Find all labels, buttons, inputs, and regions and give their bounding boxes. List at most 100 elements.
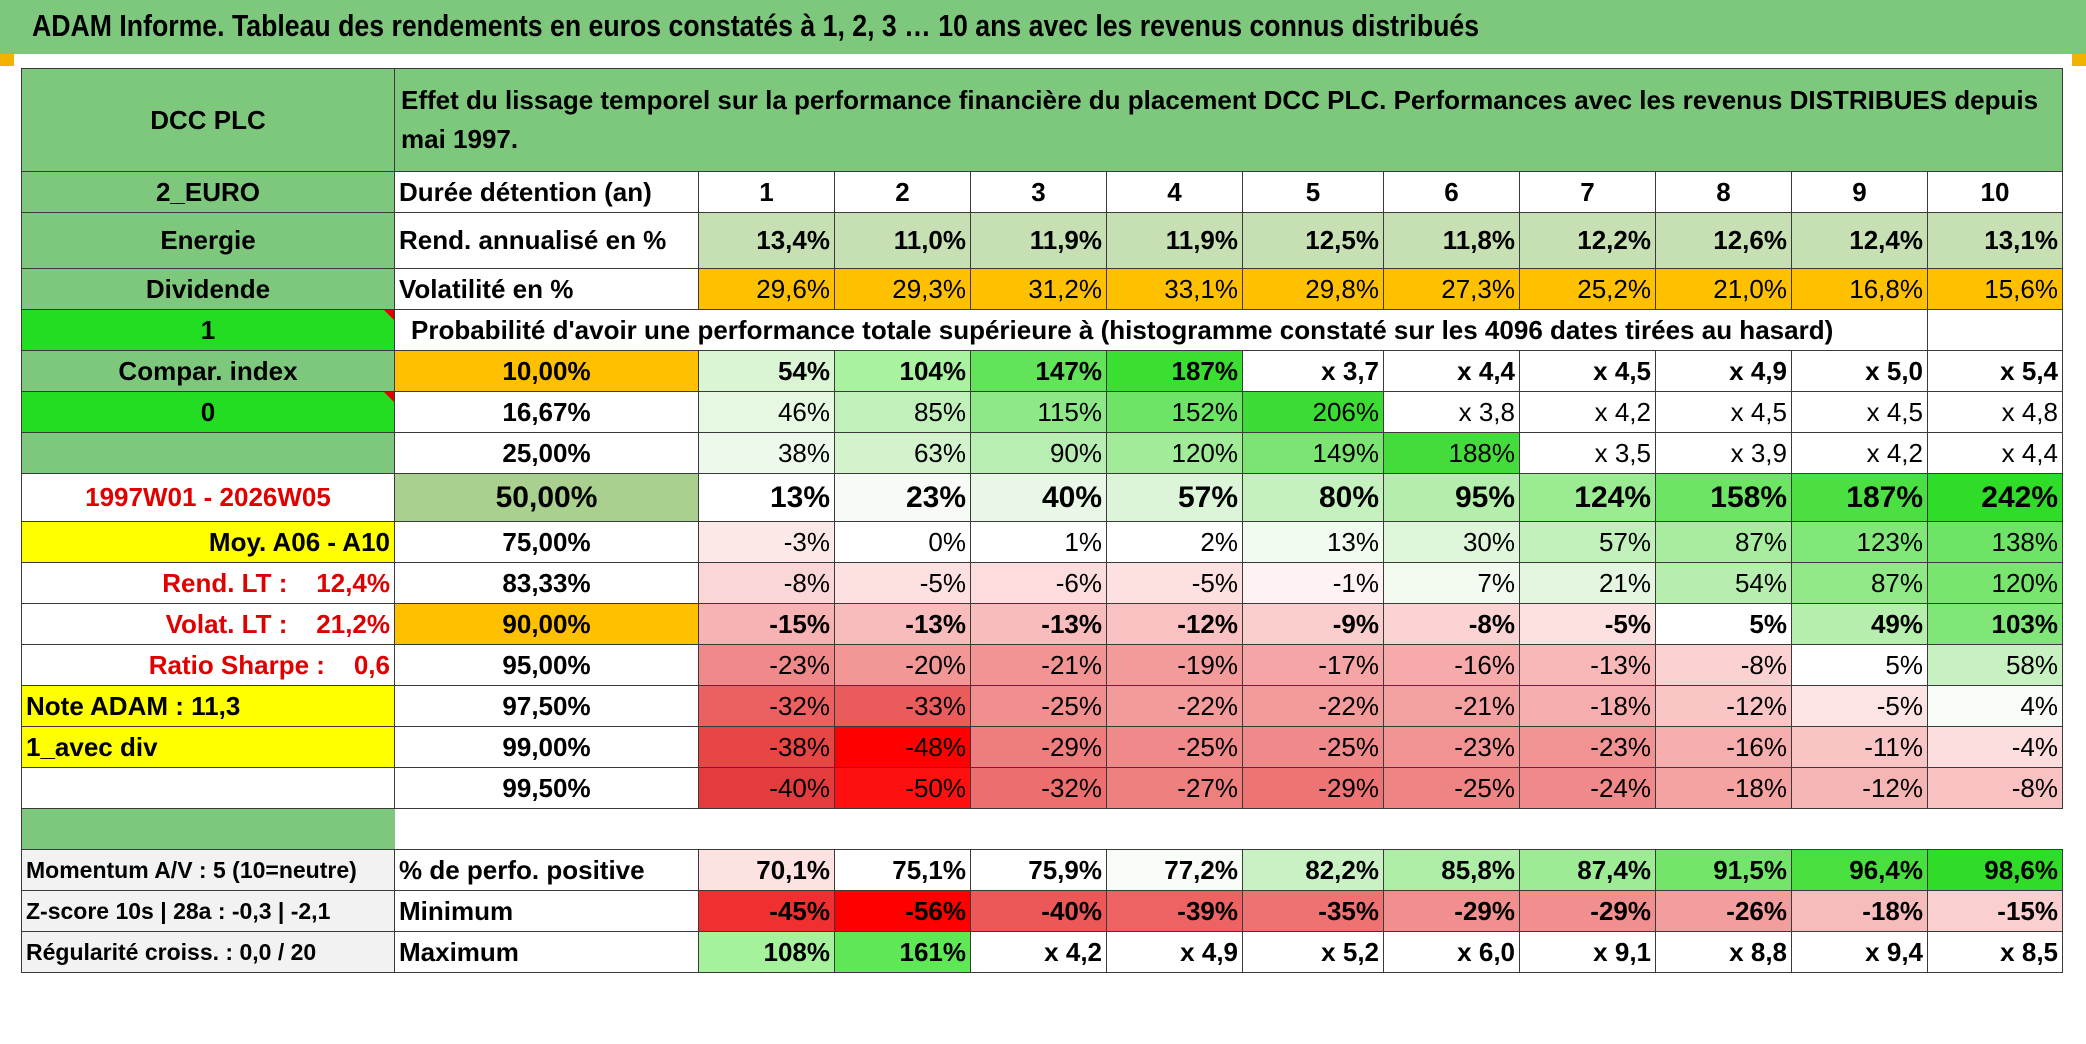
prob-value: 152% bbox=[1106, 391, 1243, 433]
spacer bbox=[1107, 809, 1243, 850]
prob-value: 90% bbox=[970, 432, 1107, 474]
max-label: Maximum bbox=[394, 931, 699, 973]
prob-value: -5% bbox=[1791, 685, 1928, 727]
prob-value: -17% bbox=[1242, 644, 1384, 686]
vol-value: 25,2% bbox=[1519, 268, 1656, 310]
prob-value: -8% bbox=[1655, 644, 1792, 686]
prob-value: 120% bbox=[1927, 562, 2063, 604]
max-value: 161% bbox=[834, 931, 971, 973]
prob-value: -48% bbox=[834, 726, 971, 768]
prob-value: 158% bbox=[1655, 473, 1792, 522]
spacer bbox=[395, 809, 699, 850]
prob-value: -13% bbox=[970, 603, 1107, 645]
rend-value: 11,8% bbox=[1383, 212, 1520, 269]
max-value: x 5,2 bbox=[1242, 931, 1384, 973]
div-label: 1_avec div bbox=[21, 726, 395, 768]
flag-one: 1 bbox=[21, 309, 395, 351]
note-adam: Note ADAM : 11,3 bbox=[21, 685, 395, 727]
probability-threshold: 75,00% bbox=[394, 521, 699, 563]
prob-value: 54% bbox=[1655, 562, 1792, 604]
prob-value: x 5,0 bbox=[1791, 350, 1928, 392]
prob-value: 242% bbox=[1927, 473, 2063, 522]
prob-value: x 4,9 bbox=[1655, 350, 1792, 392]
prob-value: 1% bbox=[970, 521, 1107, 563]
max-value: x 4,2 bbox=[970, 931, 1107, 973]
sector-label: Energie bbox=[21, 212, 395, 269]
rend-value: 12,4% bbox=[1791, 212, 1928, 269]
probability-threshold: 25,00% bbox=[394, 432, 699, 474]
prob-value: x 5,4 bbox=[1927, 350, 2063, 392]
prob-value: 103% bbox=[1927, 603, 2063, 645]
prob-value: -18% bbox=[1655, 767, 1792, 809]
prob-value: -25% bbox=[1383, 767, 1520, 809]
zscore-label: Z-score 10s | 28a : -0,3 | -2,1 bbox=[21, 890, 395, 932]
rend-value: 11,0% bbox=[834, 212, 971, 269]
probability-threshold: 90,00% bbox=[394, 603, 699, 645]
probability-threshold: 83,33% bbox=[394, 562, 699, 604]
compar-label: Compar. index bbox=[21, 350, 395, 392]
prob-value: 0% bbox=[834, 521, 971, 563]
prob-value: x 4,5 bbox=[1791, 391, 1928, 433]
pos-value: 82,2% bbox=[1242, 849, 1384, 891]
prob-value: 120% bbox=[1106, 432, 1243, 474]
prob-value: 13% bbox=[698, 473, 835, 522]
sharpe-label: Ratio Sharpe : 0,6 bbox=[21, 644, 395, 686]
prob-value: 21% bbox=[1519, 562, 1656, 604]
duration-header: 3 bbox=[970, 171, 1107, 213]
prob-value: -1% bbox=[1242, 562, 1384, 604]
prob-value: x 4,2 bbox=[1791, 432, 1928, 474]
prob-value: -40% bbox=[698, 767, 835, 809]
duration-header: 9 bbox=[1791, 171, 1928, 213]
rend-value: 12,6% bbox=[1655, 212, 1792, 269]
prob-value: x 4,4 bbox=[1383, 350, 1520, 392]
pos-label: % de perfo. positive bbox=[394, 849, 699, 891]
prob-value: 23% bbox=[834, 473, 971, 522]
prob-value: 138% bbox=[1927, 521, 2063, 563]
instrument-name: DCC PLC bbox=[21, 68, 395, 172]
spacer bbox=[1656, 809, 1792, 850]
spacer bbox=[1792, 809, 1928, 850]
min-value: -45% bbox=[698, 890, 835, 932]
prob-value: -12% bbox=[1655, 685, 1792, 727]
prob-value: 30% bbox=[1383, 521, 1520, 563]
empty-cell bbox=[1927, 309, 2063, 351]
prob-value: 57% bbox=[1106, 473, 1243, 522]
prob-value: -9% bbox=[1242, 603, 1384, 645]
moy-label: Moy. A06 - A10 bbox=[21, 521, 395, 563]
prob-value: -29% bbox=[970, 726, 1107, 768]
prob-value: 188% bbox=[1383, 432, 1520, 474]
prob-value: 40% bbox=[970, 473, 1107, 522]
pos-value: 87,4% bbox=[1519, 849, 1656, 891]
min-value: -39% bbox=[1106, 890, 1243, 932]
vol-value: 29,8% bbox=[1242, 268, 1384, 310]
period-label: 1997W01 - 2026W05 bbox=[21, 473, 395, 522]
pos-value: 91,5% bbox=[1655, 849, 1792, 891]
spacer bbox=[971, 809, 1107, 850]
prob-value: 57% bbox=[1519, 521, 1656, 563]
prob-value: -6% bbox=[970, 562, 1107, 604]
prob-value: 149% bbox=[1242, 432, 1384, 474]
prob-value: -27% bbox=[1106, 767, 1243, 809]
prob-value: 87% bbox=[1655, 521, 1792, 563]
prob-value: 13% bbox=[1242, 521, 1384, 563]
prob-value: -33% bbox=[834, 685, 971, 727]
pos-value: 75,9% bbox=[970, 849, 1107, 891]
pos-value: 96,4% bbox=[1791, 849, 1928, 891]
prob-value: -22% bbox=[1106, 685, 1243, 727]
prob-value: x 3,8 bbox=[1383, 391, 1520, 433]
prob-value: -16% bbox=[1655, 726, 1792, 768]
pos-value: 75,1% bbox=[834, 849, 971, 891]
prob-value: x 3,5 bbox=[1519, 432, 1656, 474]
max-value: x 8,8 bbox=[1655, 931, 1792, 973]
spacer bbox=[835, 809, 971, 850]
max-value: x 6,0 bbox=[1383, 931, 1520, 973]
currency-label: 2_EURO bbox=[21, 171, 395, 213]
rend-value: 11,9% bbox=[1106, 212, 1243, 269]
prob-value: 46% bbox=[698, 391, 835, 433]
flag-two: 0 bbox=[21, 391, 395, 433]
prob-value: x 4,2 bbox=[1519, 391, 1656, 433]
prob-value: -8% bbox=[1927, 767, 2063, 809]
proba-label: Probabilité d'avoir une performance tota… bbox=[394, 309, 1928, 351]
probability-threshold: 99,50% bbox=[394, 767, 699, 809]
duration-header: 8 bbox=[1655, 171, 1792, 213]
